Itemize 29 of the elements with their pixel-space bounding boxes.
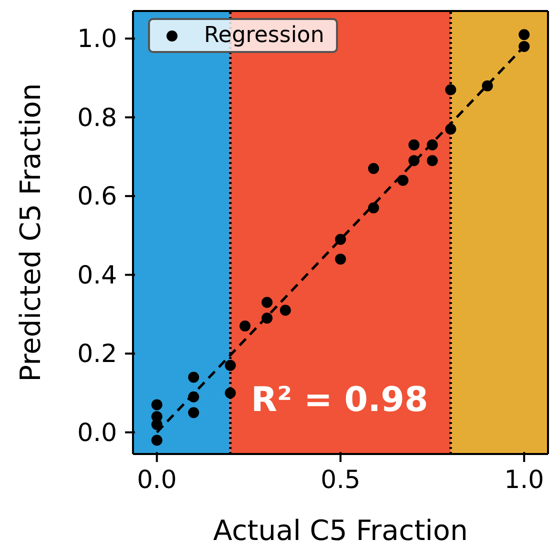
y-tick-label: 0.6 bbox=[77, 182, 117, 211]
point bbox=[151, 434, 162, 446]
x-tick-label: 0.0 bbox=[136, 465, 177, 494]
point bbox=[368, 163, 380, 174]
point bbox=[262, 296, 273, 308]
point bbox=[188, 407, 200, 418]
x-tick-label: 0.5 bbox=[320, 465, 360, 494]
point bbox=[188, 372, 200, 383]
point bbox=[368, 202, 380, 214]
point bbox=[280, 304, 291, 316]
point bbox=[445, 84, 456, 96]
point bbox=[240, 320, 251, 332]
point bbox=[426, 155, 438, 166]
y-tick-label: 1.0 bbox=[77, 24, 117, 54]
y-tick-label: 0.4 bbox=[77, 260, 117, 290]
legend-label: Regression bbox=[204, 23, 324, 48]
annotation: R² = 0.98 bbox=[251, 380, 428, 420]
point bbox=[151, 399, 162, 410]
point bbox=[408, 139, 420, 150]
x-tick-label: 1.0 bbox=[504, 465, 544, 494]
point bbox=[335, 254, 346, 265]
y-axis-title: Predicted C5 Fraction bbox=[14, 83, 47, 382]
y-tick-label: 0.0 bbox=[77, 418, 117, 447]
point bbox=[224, 387, 236, 398]
y-tick-label: 0.8 bbox=[77, 102, 117, 132]
point bbox=[518, 29, 530, 40]
x-axis-title: Actual C5 Fraction bbox=[213, 514, 468, 544]
y-tick-label: 0.2 bbox=[77, 339, 117, 368]
point bbox=[224, 360, 236, 371]
